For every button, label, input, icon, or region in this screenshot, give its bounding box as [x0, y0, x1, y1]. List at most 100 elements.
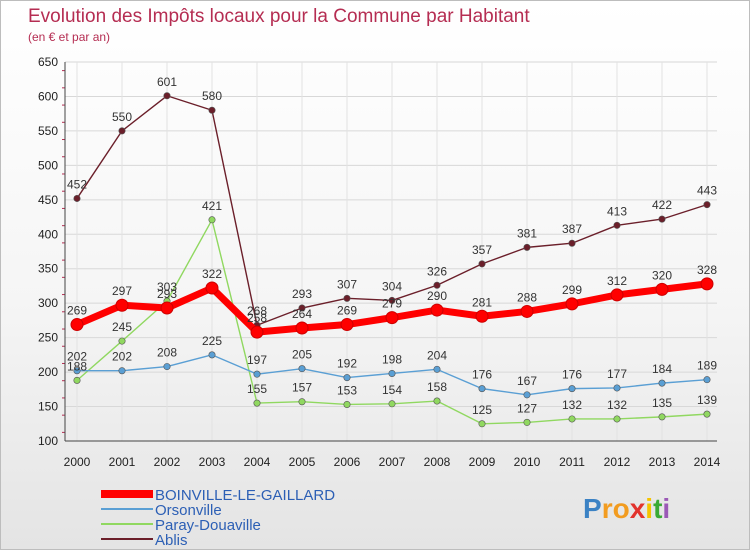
- data-point-ablis: [523, 243, 531, 251]
- data-label-ablis: 443: [697, 184, 717, 198]
- data-point-ablis: [478, 260, 486, 268]
- data-label-ablis: 601: [157, 75, 177, 89]
- data-point-paray-douaville: [568, 415, 576, 423]
- legend-label-paray-douaville: Paray-Douaville: [155, 517, 261, 534]
- data-label-ablis: 304: [382, 279, 402, 293]
- data-point-ablis: [703, 201, 711, 209]
- brand-letter: o: [613, 493, 630, 524]
- data-label-orsonville: 192: [337, 357, 357, 371]
- data-label-ablis: 422: [652, 198, 672, 212]
- data-point-ablis: [388, 296, 396, 304]
- legend-label-orsonville: Orsonville: [155, 502, 222, 519]
- data-label-boinville-le-gaillard: 290: [427, 289, 447, 303]
- y-tick-label: 350: [38, 262, 58, 276]
- x-tick-label: 2011: [559, 455, 585, 469]
- data-label-boinville-le-gaillard: 299: [562, 283, 582, 297]
- data-label-boinville-le-gaillard: 269: [67, 304, 87, 318]
- x-tick-label: 2000: [64, 455, 91, 469]
- data-label-boinville-le-gaillard: 293: [157, 287, 177, 301]
- data-label-orsonville: 197: [247, 353, 267, 367]
- data-label-paray-douaville: 421: [202, 199, 222, 213]
- data-point-orsonville: [73, 367, 81, 375]
- data-label-boinville-le-gaillard: 279: [382, 297, 402, 311]
- data-point-ablis: [163, 92, 171, 100]
- x-tick-label: 2001: [109, 455, 136, 469]
- data-label-boinville-le-gaillard: 264: [292, 307, 312, 321]
- data-point-boinville-le-gaillard: [610, 288, 624, 302]
- y-tick-label: 200: [38, 365, 58, 379]
- data-point-paray-douaville: [658, 413, 666, 421]
- data-label-paray-douaville: 154: [382, 383, 402, 397]
- data-point-paray-douaville: [523, 418, 531, 426]
- x-tick-label: 2008: [424, 455, 451, 469]
- data-label-boinville-le-gaillard: 269: [337, 304, 357, 318]
- x-tick-label: 2009: [469, 455, 496, 469]
- data-label-ablis: 550: [112, 110, 132, 124]
- y-tick-label: 250: [38, 331, 58, 345]
- brand-text: Proxiti: [583, 493, 670, 524]
- data-label-orsonville: 202: [67, 350, 87, 364]
- data-point-orsonville: [658, 379, 666, 387]
- data-label-orsonville: 184: [652, 362, 672, 376]
- y-tick-label: 650: [38, 55, 58, 69]
- data-label-orsonville: 198: [382, 352, 402, 366]
- data-point-boinville-le-gaillard: [520, 304, 534, 318]
- data-point-ablis: [208, 106, 216, 114]
- data-point-boinville-le-gaillard: [340, 318, 354, 332]
- brand-letter: i: [662, 493, 670, 524]
- data-point-orsonville: [163, 363, 171, 371]
- x-tick-label: 2002: [154, 455, 181, 469]
- data-point-orsonville: [703, 376, 711, 384]
- data-label-orsonville: 202: [112, 350, 132, 364]
- data-point-paray-douaville: [208, 216, 216, 224]
- data-point-paray-douaville: [253, 399, 261, 407]
- data-label-ablis: 268: [247, 304, 267, 318]
- x-tick-label: 2007: [379, 455, 406, 469]
- data-point-boinville-le-gaillard: [475, 309, 489, 323]
- data-label-layer: 452 550 601 580 268 293 307 304 326 357 381 387 413 4…: [67, 75, 717, 417]
- data-label-ablis: 452: [67, 177, 87, 191]
- data-point-orsonville: [343, 374, 351, 382]
- data-label-paray-douaville: 139: [697, 393, 717, 407]
- data-label-orsonville: 176: [472, 368, 492, 382]
- data-point-ablis: [568, 239, 576, 247]
- data-label-paray-douaville: 303: [157, 280, 177, 294]
- data-point-orsonville: [433, 365, 441, 373]
- data-point-paray-douaville: [73, 376, 81, 384]
- x-tick-label: 2012: [604, 455, 631, 469]
- brand-letter: x: [630, 493, 646, 524]
- grid-layer: [65, 61, 717, 442]
- brand-letter: i: [645, 493, 653, 524]
- brand-letter: r: [602, 493, 613, 524]
- y-tick-label: 600: [38, 89, 58, 103]
- data-point-paray-douaville: [118, 337, 126, 345]
- data-point-boinville-le-gaillard: [700, 277, 714, 291]
- data-label-ablis: 381: [517, 226, 537, 240]
- data-point-orsonville: [208, 351, 216, 359]
- data-point-ablis: [118, 127, 126, 135]
- y-tick-label: 150: [38, 400, 58, 414]
- data-label-orsonville: 176: [562, 368, 582, 382]
- data-label-boinville-le-gaillard: 258: [247, 311, 267, 325]
- data-point-boinville-le-gaillard: [160, 301, 174, 315]
- axis-layer: 100 150 200 250 300 350 400 450 500 550 600 650 2000…: [38, 55, 721, 469]
- data-point-paray-douaville: [433, 397, 441, 405]
- data-label-orsonville: 204: [427, 348, 447, 362]
- data-label-boinville-le-gaillard: 322: [202, 267, 222, 281]
- data-point-orsonville: [523, 391, 531, 399]
- data-label-ablis: 326: [427, 264, 447, 278]
- legend-swatch-ablis: [101, 538, 153, 540]
- x-tick-label: 2004: [244, 455, 271, 469]
- data-label-paray-douaville: 155: [247, 382, 267, 396]
- legend-swatch-paray-douaville: [101, 523, 153, 525]
- data-point-boinville-le-gaillard: [115, 298, 129, 312]
- data-point-boinville-le-gaillard: [565, 297, 579, 311]
- chart-title: Evolution des Impôts locaux pour la Comm…: [28, 6, 530, 27]
- legend-swatch-orsonville: [101, 508, 153, 510]
- y-tick-label: 400: [38, 227, 58, 241]
- data-point-boinville-le-gaillard: [250, 325, 264, 339]
- data-point-boinville-le-gaillard: [385, 311, 399, 325]
- data-label-paray-douaville: 157: [292, 381, 312, 395]
- data-point-orsonville: [388, 369, 396, 377]
